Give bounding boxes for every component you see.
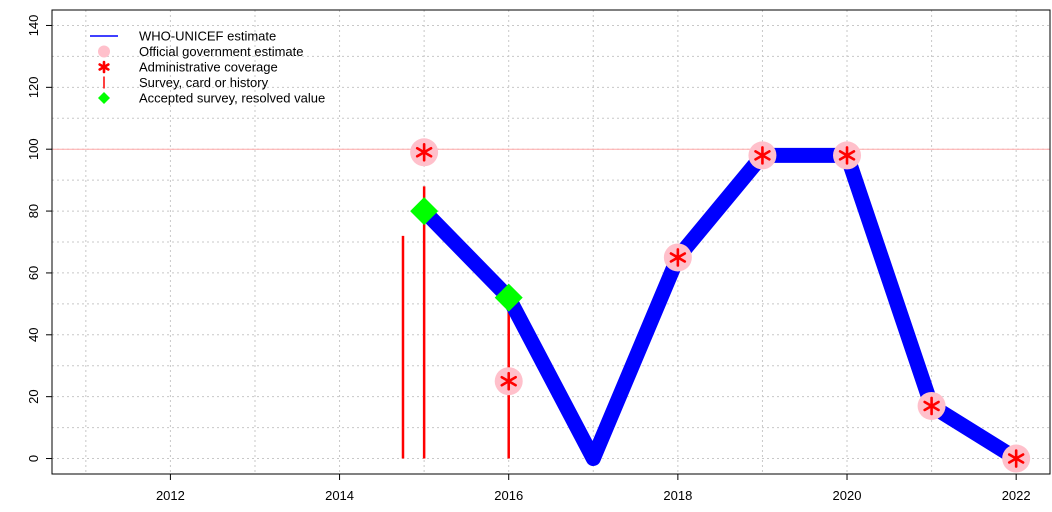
plot-frame (51, 9, 1051, 475)
x-tick-label: 2016 (494, 488, 523, 503)
admin-coverage-point (754, 146, 771, 165)
legend-entry: Survey, card or history (103, 75, 269, 90)
x-tick-label: 2018 (663, 488, 692, 503)
legend-diamond-icon (98, 92, 110, 104)
who-unicef-line (416, 147, 1024, 467)
admin-coverage-point (838, 146, 856, 165)
admin-coverage-point (669, 248, 687, 267)
y-tick-label: 120 (26, 76, 41, 98)
admin-coverage-point (923, 396, 940, 416)
y-tick-label: 60 (26, 266, 41, 280)
accepted-survey-point (494, 283, 523, 312)
legend-label: Survey, card or history (139, 75, 269, 90)
legend-circle-icon (98, 45, 110, 58)
y-tick-label: 80 (26, 204, 41, 218)
legend-entry: Accepted survey, resolved value (98, 91, 325, 106)
x-tick-label: 2020 (833, 488, 862, 503)
legend-label: Accepted survey, resolved value (139, 91, 325, 106)
admin-coverage-point (500, 371, 517, 391)
legend-entry: Official government estimate (98, 44, 304, 59)
x-tick-label: 2022 (1002, 488, 1031, 503)
admin-coverage-point (1007, 449, 1025, 468)
legend-label: Administrative coverage (139, 60, 278, 75)
y-tick-label: 140 (26, 15, 41, 37)
estimate-line (416, 147, 1024, 467)
y-tick-label: 20 (26, 389, 41, 403)
legend-entry: Administrative coverage (98, 60, 278, 75)
legend-entry: WHO-UNICEF estimate (90, 29, 276, 44)
x-tick-label: 2014 (325, 488, 354, 503)
accepted-survey-point (410, 197, 439, 226)
admin-coverage-point (415, 142, 433, 162)
axes: 2012 2014 2016 2018 2020 2022 0 20 40 60 80 100 120 1… (26, 15, 1031, 503)
x-tick-label: 2012 (156, 488, 185, 503)
accepted-markers (410, 197, 523, 312)
legend-asterisk-icon (98, 60, 110, 74)
y-tick-label: 40 (26, 328, 41, 342)
y-tick-label: 0 (26, 455, 41, 462)
legend-label: Official government estimate (139, 44, 304, 59)
legend-label: WHO-UNICEF estimate (139, 29, 276, 44)
y-tick-label: 100 (26, 138, 41, 160)
admin-markers (415, 142, 1025, 468)
